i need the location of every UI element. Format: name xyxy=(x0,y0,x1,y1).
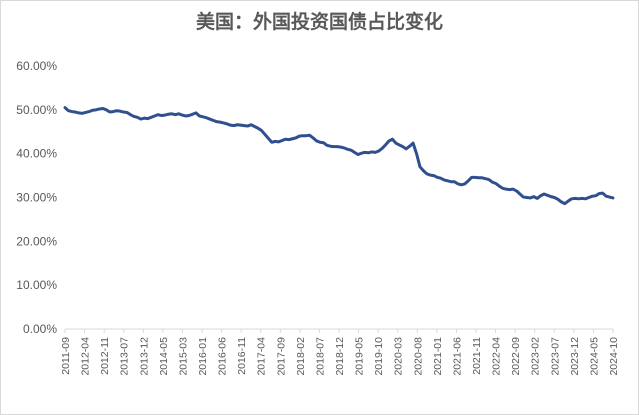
x-tick-label: 2023-07 xyxy=(549,337,561,376)
y-tick-label: 10.00% xyxy=(16,278,57,292)
x-tick-label: 2016-01 xyxy=(197,337,209,376)
series-line xyxy=(63,106,615,206)
x-tick-label: 2023-02 xyxy=(530,337,542,376)
x-tick-label: 2021-11 xyxy=(471,337,483,375)
x-axis-ticks xyxy=(64,329,614,333)
x-tick-label: 2020-08 xyxy=(412,337,424,376)
x-tick-label: 2022-04 xyxy=(491,337,503,376)
x-tick-label: 2018-07 xyxy=(314,337,326,376)
y-tick-label: 20.00% xyxy=(16,234,57,248)
x-axis-labels: 2011-09 2012-04 2012-11 2013-07 2013-12 2014-… xyxy=(60,337,620,376)
x-tick-label: 2013-07 xyxy=(119,337,131,376)
x-tick-label: 2019-10 xyxy=(373,337,385,376)
x-tick-label: 2020-03 xyxy=(393,337,405,376)
y-tick-label: 60.00% xyxy=(16,59,57,73)
x-tick-label: 2013-12 xyxy=(138,337,150,376)
x-tick-label: 2012-11 xyxy=(99,337,111,375)
y-tick-label: 0.00% xyxy=(23,322,57,336)
x-tick-label: 2021-06 xyxy=(451,337,463,376)
x-tick-label: 2018-02 xyxy=(295,337,307,376)
x-tick-label: 2016-06 xyxy=(217,337,229,376)
x-tick-label: 2019-05 xyxy=(354,337,366,376)
x-tick-label: 2016-11 xyxy=(236,337,248,375)
x-tick-label: 2017-09 xyxy=(275,337,287,376)
x-tick-label: 2021-01 xyxy=(432,337,444,376)
y-tick-label: 50.00% xyxy=(16,103,57,117)
x-tick-label: 2024-05 xyxy=(588,337,600,376)
x-tick-label: 2023-12 xyxy=(569,337,581,376)
x-tick-label: 2015-03 xyxy=(177,337,189,376)
x-tick-label: 2017-04 xyxy=(256,337,268,376)
y-tick-label: 30.00% xyxy=(16,191,57,205)
x-tick-label: 2012-04 xyxy=(80,337,92,376)
x-tick-label: 2022-09 xyxy=(510,337,522,376)
x-tick-label: 2024-10 xyxy=(608,337,620,376)
y-axis-labels: 0.00% 10.00% 20.00% 30.00% 40.00% 50.00% 60.00… xyxy=(16,59,57,336)
series-group xyxy=(63,106,615,206)
chart-title: 美国：外国投资国债占比变化 xyxy=(195,11,443,33)
x-tick-label: 2018-12 xyxy=(334,337,346,376)
y-tick-label: 40.00% xyxy=(16,147,57,161)
x-tick-label: 2014-05 xyxy=(158,337,170,376)
x-tick-label: 2011-09 xyxy=(60,337,72,375)
